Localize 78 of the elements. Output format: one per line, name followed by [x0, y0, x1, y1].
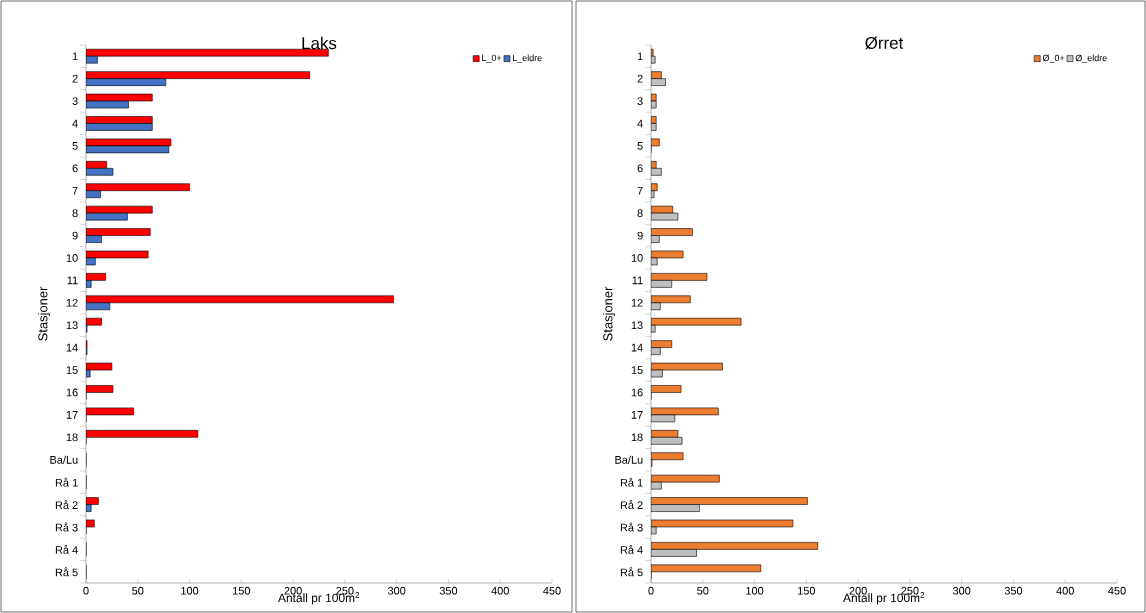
- x-tick-label: 400: [1056, 586, 1074, 595]
- y-axis-title: Stasjoner: [37, 286, 51, 341]
- x-tick-label: 0: [83, 586, 89, 595]
- y-tick-label: 12: [631, 298, 643, 307]
- y-tick-label: 6: [637, 164, 643, 173]
- y-tick-label: Rå 5: [620, 567, 643, 577]
- legend-label: Ø_0+: [1042, 54, 1065, 63]
- y-tick-label: Rå 1: [620, 477, 643, 487]
- x-tick-label: 300: [952, 586, 971, 595]
- y-tick-label: 17: [66, 411, 78, 419]
- y-tick-label: 10: [631, 254, 643, 262]
- x-tick-label: 250: [336, 586, 354, 595]
- y-tick-label: 14: [66, 343, 78, 352]
- y-tick-label: 16: [66, 388, 78, 397]
- y-tick-label: 9: [637, 231, 643, 240]
- x-tick-label: 200: [284, 586, 302, 595]
- legend-label: L_eldre: [512, 54, 542, 63]
- y-tick-label: Rå 1: [55, 477, 78, 487]
- x-tick-label: 300: [387, 586, 406, 595]
- y-tick-label: 3: [637, 97, 643, 105]
- y-tick-label: 14: [631, 343, 643, 352]
- y-tick-label: 5: [72, 142, 78, 150]
- y-tick-label: Rå 5: [55, 567, 78, 577]
- y-tick-label: 8: [72, 209, 78, 218]
- x-tick-label: 100: [181, 586, 199, 595]
- y-axis-title: Stasjoner: [602, 286, 616, 341]
- y-tick-label: 9: [72, 231, 78, 240]
- x-tick-label: 50: [132, 586, 144, 595]
- chart-title: Ørret: [865, 36, 904, 50]
- y-tick-label: 3: [72, 97, 78, 105]
- y-tick-label: 2: [72, 74, 78, 83]
- y-tick-label: 11: [632, 276, 643, 285]
- y-tick-label: Rå 4: [620, 544, 643, 554]
- y-tick-label: Rå 4: [55, 544, 78, 554]
- y-tick-label: 4: [637, 119, 643, 128]
- y-tick-label: 5: [637, 142, 643, 150]
- y-tick-label: 17: [631, 411, 643, 419]
- x-tick-label: 250: [901, 586, 919, 595]
- y-tick-label: 18: [66, 433, 78, 442]
- y-tick-label: 16: [631, 388, 643, 397]
- legend-label: Ø_eldre: [1075, 54, 1107, 63]
- y-tick-label: 15: [66, 366, 78, 374]
- chart-title: Laks: [302, 36, 337, 50]
- legend-label: L_0+: [482, 54, 502, 63]
- x-tick-label: 50: [697, 586, 709, 595]
- y-tick-label: 11: [67, 276, 78, 285]
- y-tick-label: Rå 3: [620, 522, 643, 532]
- y-tick-label: 1: [637, 52, 643, 60]
- y-tick-label: Rå 2: [55, 500, 78, 510]
- y-tick-label: 13: [66, 321, 78, 330]
- y-tick-label: Ba/Lu: [615, 455, 643, 464]
- x-tick-label: 350: [1004, 586, 1023, 595]
- y-tick-label: Rå 2: [620, 500, 643, 510]
- x-tick-label: 450: [543, 586, 561, 595]
- y-tick-label: 12: [66, 298, 78, 307]
- y-tick-label: 4: [72, 119, 78, 128]
- y-tick-label: 15: [631, 366, 643, 374]
- y-tick-label: 7: [637, 186, 643, 195]
- y-tick-label: 6: [72, 164, 78, 173]
- x-tick-label: 200: [849, 586, 867, 595]
- x-tick-label: 450: [1108, 586, 1126, 595]
- y-tick-label: 2: [637, 74, 643, 83]
- y-tick-label: 1: [72, 52, 78, 60]
- x-tick-label: 400: [491, 586, 509, 595]
- y-tick-label: 10: [66, 254, 78, 262]
- x-tick-label: 150: [798, 586, 816, 595]
- x-axis-title: Antall pr 100m$^{2}$: [843, 592, 925, 605]
- x-tick-label: 100: [746, 586, 764, 595]
- x-tick-label: 350: [439, 586, 458, 595]
- y-tick-label: 13: [631, 321, 643, 330]
- y-tick-label: 18: [631, 433, 643, 442]
- y-tick-label: 7: [72, 186, 78, 195]
- y-tick-label: 8: [637, 209, 643, 218]
- y-tick-label: Ba/Lu: [50, 455, 78, 464]
- x-tick-label: 0: [648, 586, 654, 595]
- x-tick-label: 150: [233, 586, 251, 595]
- x-axis-title: Antall pr 100m$^{2}$: [278, 592, 360, 605]
- y-tick-label: Rå 3: [55, 522, 78, 532]
